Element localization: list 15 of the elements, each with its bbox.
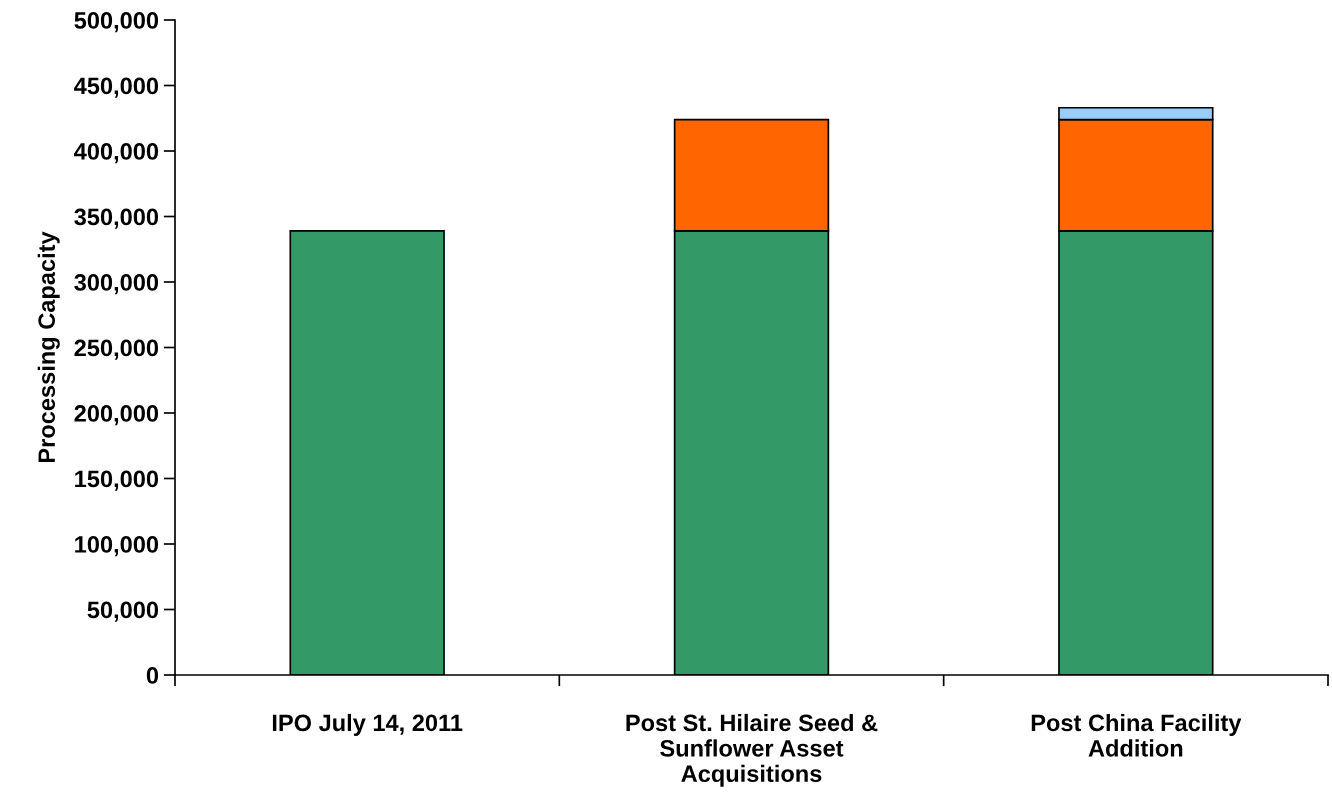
y-tick-label: 150,000: [75, 470, 159, 491]
x-tick-label: IPO July 14, 2011: [272, 713, 463, 736]
y-tick-label: 200,000: [74, 405, 159, 426]
y-tick-label: 0: [146, 667, 159, 684]
y-tick-label: 100,000: [75, 536, 159, 557]
y-tick-label: 50,000: [87, 601, 159, 622]
y-tick-label: 350,000: [74, 208, 159, 229]
x-tick-label: Post St. Hilaire Seed & Sunflower Asset Acquisitions: [626, 713, 878, 787]
y-axis-title: Processing Capacity: [37, 231, 60, 463]
y-tick-label: 250,000: [74, 339, 159, 360]
y-tick-label: 450,000: [74, 77, 159, 98]
y-tick-label: 300,000: [74, 274, 159, 295]
x-tick-label: Post China Facility Addition: [1031, 713, 1242, 757]
y-tick-label: 500,000: [74, 12, 159, 33]
y-tick-label: 400,000: [74, 143, 159, 164]
